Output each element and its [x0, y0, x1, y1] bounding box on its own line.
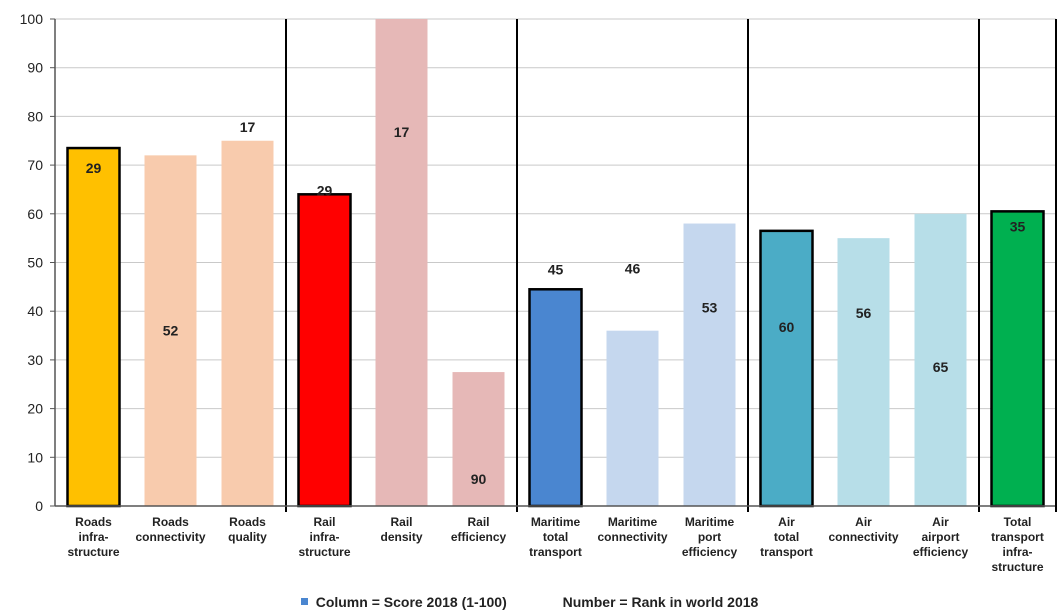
y-tick-label: 70: [27, 157, 43, 173]
category-label: Roads connectivity: [135, 515, 205, 544]
y-tick-label: 90: [27, 60, 43, 76]
category-label-line: connectivity: [828, 530, 898, 544]
category-label-line: Rail: [390, 515, 412, 529]
category-label: Maritime connectivity: [597, 515, 667, 544]
bar: [990, 210, 1045, 508]
bar: [914, 213, 967, 507]
category-label-line: structure: [67, 545, 119, 559]
category-label: Rail density: [380, 515, 422, 544]
y-tick-label: 40: [27, 303, 43, 319]
category-label: Air connectivity: [828, 515, 898, 544]
category-label: Air airport efficiency: [913, 515, 969, 559]
category-label-line: Air: [778, 515, 795, 529]
category-label-line: total: [774, 530, 799, 544]
legend-note: Number = Rank in world 2018: [562, 594, 759, 610]
bar: [66, 146, 121, 508]
rank-label: 53: [702, 300, 718, 316]
y-tick-label: 60: [27, 206, 43, 222]
category-label-line: Roads: [229, 515, 266, 529]
legend-series: Column = Score 2018 (1-100): [300, 594, 507, 610]
category-label: Roads infra-structure: [67, 515, 119, 559]
y-tick-label: 100: [20, 11, 44, 27]
y-tick-label: 30: [27, 352, 43, 368]
category-label-line: Air: [932, 515, 949, 529]
rank-label: 60: [779, 319, 795, 335]
bar: [221, 140, 274, 506]
rank-label: 65: [933, 359, 949, 375]
category-label-line: port: [698, 530, 721, 544]
category-label-line: Roads: [75, 515, 112, 529]
bar: [528, 288, 583, 508]
category-label-line: total: [543, 530, 568, 544]
bar: [452, 372, 505, 506]
legend: Column = Score 2018 (1-100) Number = Ran…: [0, 594, 1059, 610]
bar: [606, 330, 659, 506]
category-label-line: transport: [529, 545, 582, 559]
legend-series-label: Column = Score 2018 (1-100): [315, 594, 507, 610]
category-label-line: structure: [298, 545, 350, 559]
rank-label: 17: [394, 124, 410, 140]
bar: [683, 223, 736, 507]
category-label-line: airport: [921, 530, 959, 544]
bar-chart: 0 10 20 30 40 50 60 70 80 90 100 29 52 17 29 17 90 45 46 53…: [20, 11, 1057, 574]
y-tick-label: 50: [27, 255, 43, 271]
bar: [144, 155, 197, 507]
category-label: Rail infra-structure: [298, 515, 350, 559]
category-label-line: efficiency: [682, 545, 738, 559]
category-label: Air total transport: [760, 515, 813, 559]
rank-label: 35: [1010, 218, 1026, 234]
rank-label: 29: [86, 160, 102, 176]
rank-label: 52: [163, 323, 179, 339]
rank-label: 17: [240, 119, 256, 135]
category-label-line: Roads: [152, 515, 189, 529]
category-label-line: efficiency: [451, 530, 507, 544]
category-label-line: connectivity: [135, 530, 205, 544]
category-label-line: connectivity: [597, 530, 667, 544]
category-label-line: transport: [760, 545, 813, 559]
rank-label: 56: [856, 305, 872, 321]
category-label-line: Rail: [313, 515, 335, 529]
category-label-line: Rail: [467, 515, 489, 529]
category-label-line: Maritime: [608, 515, 658, 529]
category-label: Maritime port efficiency: [682, 515, 738, 559]
category-label-line: transport: [991, 530, 1044, 544]
bar: [759, 229, 814, 508]
category-label-line: efficiency: [913, 545, 969, 559]
y-tick-label: 20: [27, 401, 43, 417]
category-label-line: Total: [1004, 515, 1032, 529]
category-label-line: Air: [855, 515, 872, 529]
category-label-line: quality: [228, 530, 267, 544]
rank-label: 45: [548, 261, 564, 277]
bar: [837, 238, 890, 506]
y-tick-label: 10: [27, 449, 43, 465]
legend-swatch-icon: [300, 598, 308, 605]
category-label-line: infra-: [310, 530, 340, 544]
rank-label: 90: [471, 471, 487, 487]
y-tick-label: 0: [35, 498, 43, 514]
category-label-line: infra-: [1003, 545, 1033, 559]
category-label-line: Maritime: [531, 515, 581, 529]
rank-label: 29: [317, 182, 333, 198]
category-label-line: density: [380, 530, 422, 544]
category-label-line: Maritime: [685, 515, 735, 529]
rank-label: 46: [625, 261, 641, 277]
category-label-line: infra-: [79, 530, 109, 544]
category-label: Rail efficiency: [451, 515, 507, 544]
bar: [375, 19, 428, 506]
category-label-line: structure: [991, 560, 1043, 574]
category-label: Maritime total transport: [529, 515, 582, 559]
category-label: Roads quality: [228, 515, 267, 544]
bar: [297, 193, 352, 508]
y-tick-label: 80: [27, 108, 43, 124]
category-label: Total transport infra-structure: [991, 515, 1044, 574]
